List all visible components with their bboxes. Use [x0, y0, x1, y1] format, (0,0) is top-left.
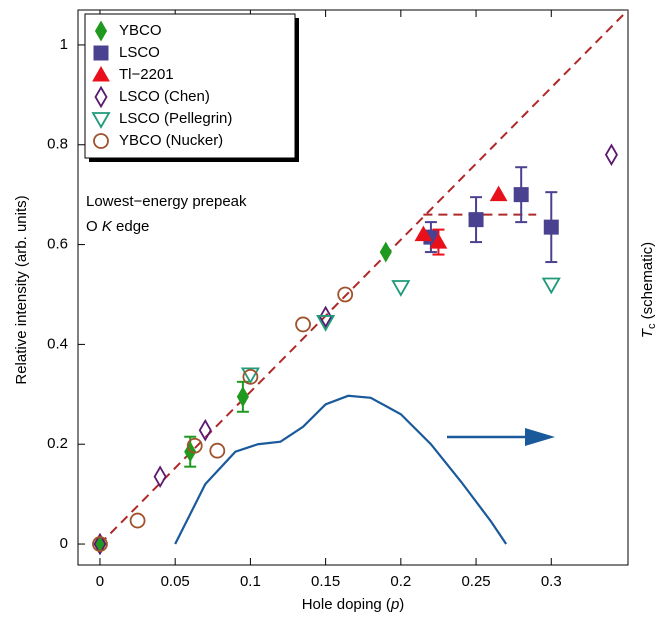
legend-label: LSCO [119, 44, 160, 61]
data-point [391, 280, 411, 297]
legend: YBCO LSCO Tl−2201 LSCO (Chen) LSCO (Pellegri… [84, 13, 299, 162]
legend-label: YBCO [119, 22, 162, 39]
data-point [316, 315, 336, 332]
y-tick-label: 0.2 [47, 435, 68, 452]
data-point [92, 536, 108, 552]
x-tick-label: 0.1 [240, 573, 261, 590]
legend-label: LSCO (Pellegrin) [119, 110, 232, 127]
y-tick-label: 0.6 [47, 236, 68, 253]
annotation: Lowest−energy prepeak [86, 193, 247, 210]
data-point [489, 185, 508, 202]
x-tick-label: 0.25 [461, 573, 490, 590]
data-point [93, 532, 107, 556]
legend-marker [91, 112, 111, 129]
plot-frame [77, 9, 629, 566]
y-tick-label: 0.4 [47, 335, 68, 352]
x-tick-label: 0 [96, 573, 104, 590]
data-point [236, 386, 249, 408]
data-point [414, 225, 433, 242]
data-point [209, 442, 226, 459]
data-point [153, 465, 167, 488]
data-point [198, 418, 212, 442]
y-axis-label: Relative intensity (arb. units) [13, 195, 30, 384]
x-tick-label: 0.2 [390, 573, 411, 590]
annotation: O K edge [86, 218, 149, 235]
legend-marker [93, 45, 109, 61]
y-tick-label: 1 [60, 36, 68, 53]
x-axis-label: Hole doping (p) [302, 596, 405, 613]
x-tick-label: 0.05 [161, 573, 190, 590]
y-tick-label: 0.8 [47, 136, 68, 153]
data-point [543, 219, 559, 235]
legend-marker [94, 85, 108, 109]
data-point [429, 233, 448, 249]
legend-marker [92, 65, 110, 82]
y-tick-label: 0 [60, 535, 68, 552]
legend-marker [94, 20, 108, 42]
data-point [319, 305, 333, 329]
x-tick-label: 0.3 [541, 573, 562, 590]
direction-arrow [447, 428, 555, 446]
data-point [337, 286, 354, 303]
legend-label: YBCO (Nucker) [119, 132, 223, 149]
data-point [513, 187, 529, 203]
tc-curve [174, 394, 508, 545]
data-point [604, 143, 618, 167]
data-point [541, 277, 561, 295]
legend-box [84, 13, 296, 159]
data-point [129, 512, 146, 529]
legend-marker [93, 133, 109, 149]
data-point [379, 241, 392, 263]
data-point [240, 367, 260, 385]
data-point [186, 437, 203, 454]
data-point [242, 368, 259, 385]
data-point [295, 316, 311, 333]
x-tick-label: 0.15 [311, 573, 340, 590]
legend-label: LSCO (Chen) [119, 88, 210, 105]
y2-axis-label: Tc (schematic) [639, 242, 658, 338]
legend-label: Tl−2201 [119, 66, 174, 83]
data-point [468, 212, 484, 228]
